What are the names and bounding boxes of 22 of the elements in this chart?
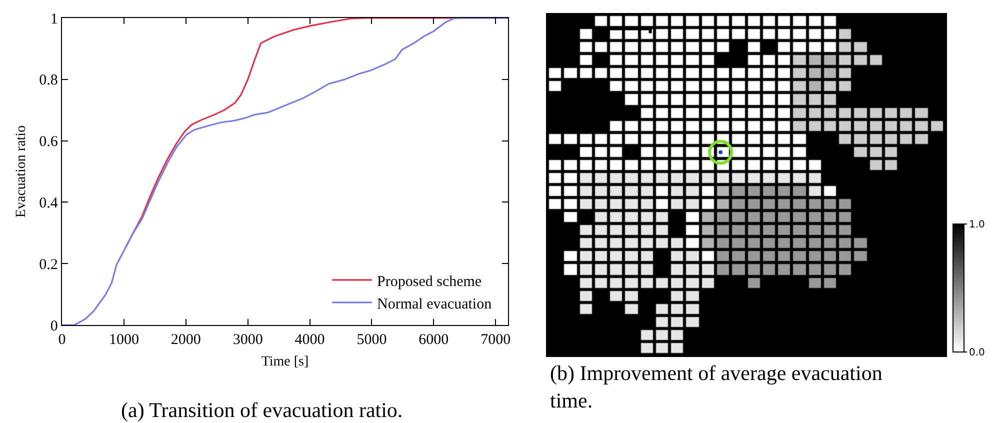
x-tick-label: 4000 bbox=[294, 332, 325, 348]
color-bar-label: 0.0 bbox=[969, 348, 985, 358]
text: (b) Improvement of average evacuation time. bbox=[550, 361, 883, 412]
x-tick-label: 2000 bbox=[170, 332, 201, 348]
color-bar-label: 1.0 bbox=[969, 220, 985, 230]
y-tick-label: 1 bbox=[50, 11, 58, 28]
text: (a) Transition of evacuation ratio. bbox=[121, 398, 403, 422]
x-tick-label: 3000 bbox=[232, 332, 263, 348]
x-axis-title: Time [s] bbox=[261, 354, 309, 370]
y-tick-label: 0.6 bbox=[39, 134, 58, 150]
x-tick-label: 6000 bbox=[418, 332, 449, 348]
y-axis-title: Evacuation ratio bbox=[14, 125, 29, 218]
y-tick-label: 0.4 bbox=[39, 195, 58, 212]
legend-label: Proposed scheme bbox=[377, 274, 482, 290]
x-tick-label: 5000 bbox=[356, 332, 387, 348]
line-series bbox=[62, 18, 508, 325]
y-tick-label: 0.2 bbox=[39, 256, 58, 273]
y-tick-label: 0.8 bbox=[39, 72, 58, 89]
legend-label: Normal evacuation bbox=[377, 296, 492, 312]
x-tick-label: 7000 bbox=[480, 332, 511, 348]
x-tick-label: 1000 bbox=[108, 332, 139, 348]
y-tick-label: 0 bbox=[50, 318, 58, 334]
